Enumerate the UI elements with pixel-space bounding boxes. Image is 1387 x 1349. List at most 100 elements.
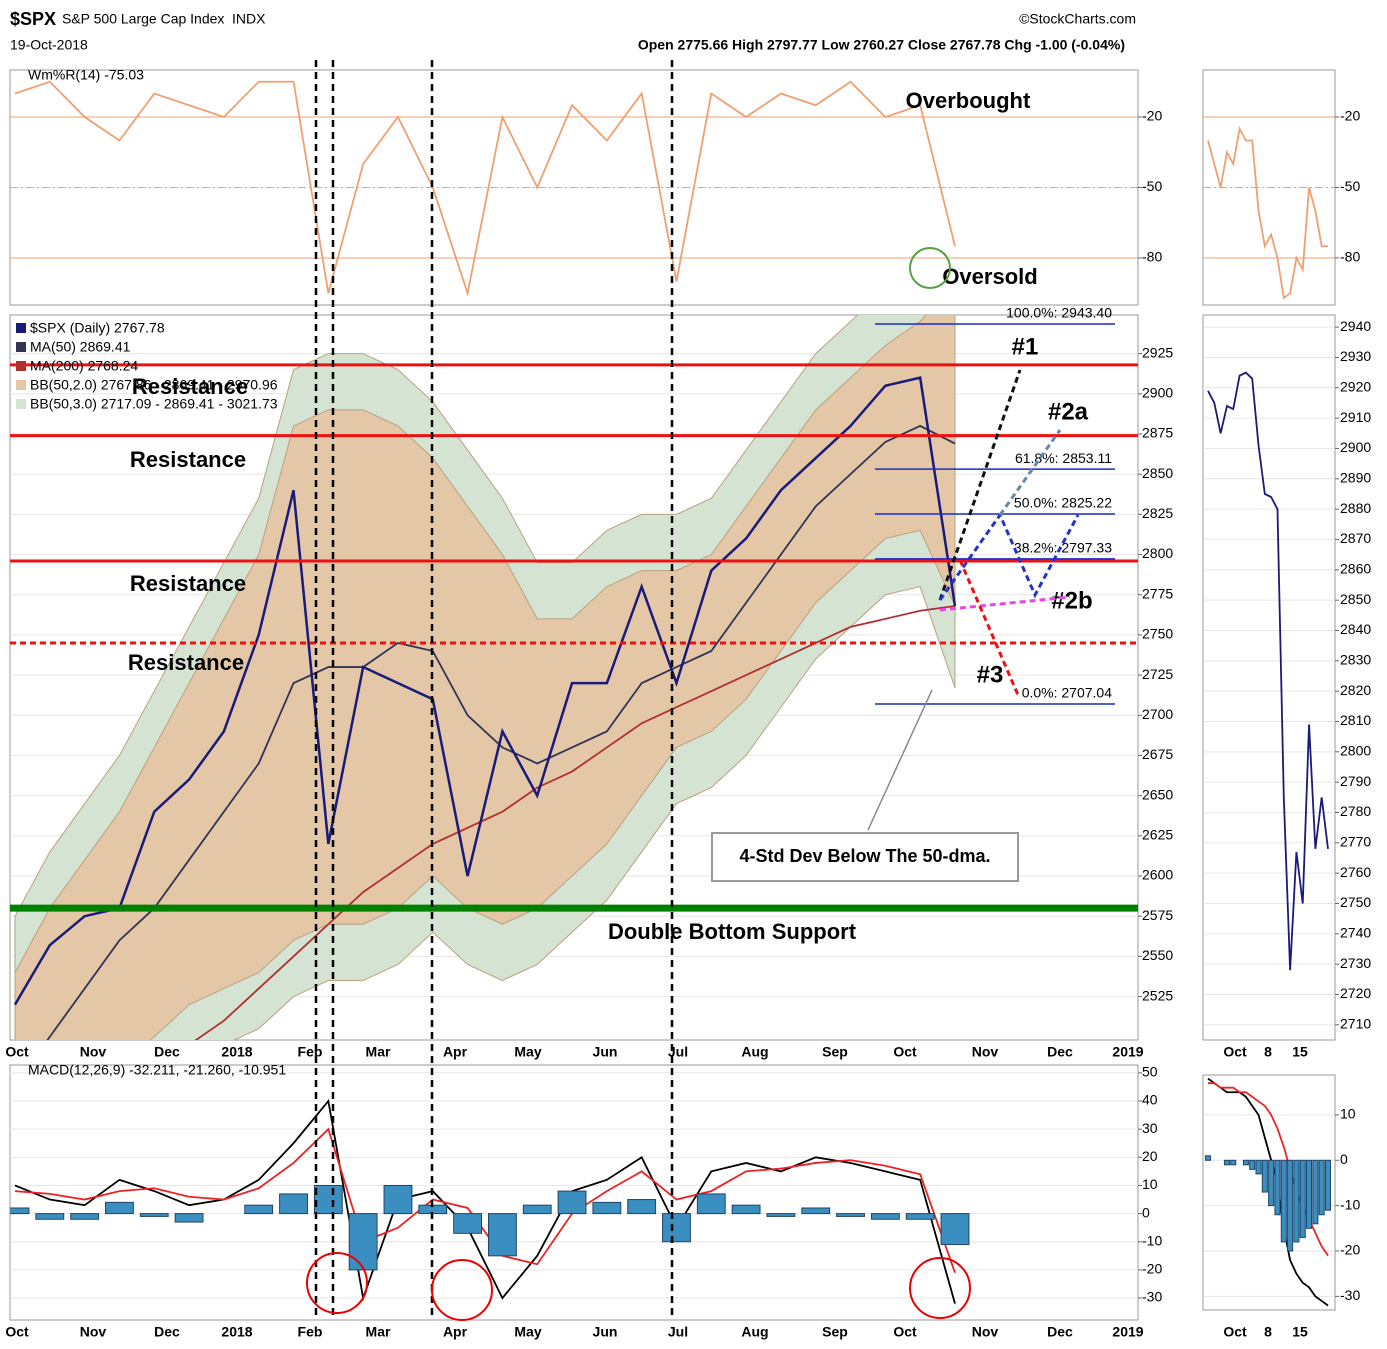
y-tick-label: -20	[1340, 1242, 1360, 1258]
annotation: Resistance	[130, 447, 246, 472]
x-tick-label: Oct	[5, 1324, 29, 1340]
fib-label: 38.2%: 2797.33	[1014, 540, 1112, 556]
y-tick-label: 2625	[1142, 827, 1173, 843]
histogram-bar	[522, 1204, 552, 1215]
annotation: Overbought	[906, 88, 1031, 113]
plot-area	[1203, 1077, 1335, 1307]
y-tick-label: 2550	[1142, 947, 1173, 963]
y-tick-label: 50	[1142, 1064, 1158, 1080]
y-tick-label: 2860	[1340, 561, 1371, 577]
y-tick-label: 2750	[1340, 894, 1371, 910]
y-tick-label: 2840	[1340, 621, 1371, 637]
y-tick-label: 2775	[1142, 585, 1173, 601]
histogram-bar	[1268, 1159, 1275, 1207]
symbol: $SPX	[10, 9, 56, 29]
y-tick-label: 2880	[1340, 500, 1371, 516]
x-tick-label: Jun	[593, 1044, 618, 1060]
legend: Wm%R(14) -75.03	[28, 67, 144, 83]
index-name: S&P 500 Large Cap Index	[62, 11, 224, 27]
y-tick-label: -50	[1142, 178, 1162, 194]
histogram-bar	[766, 1213, 796, 1217]
exchange: INDX	[232, 11, 266, 27]
fib-label: 61.8%: 2853.11	[1015, 450, 1112, 466]
plot-area	[1203, 326, 1335, 1026]
y-tick-label: -20	[1142, 108, 1162, 124]
legend: MA(200) 2768.24	[30, 358, 138, 374]
histogram-bar	[1293, 1159, 1300, 1243]
histogram-bar	[453, 1213, 483, 1234]
histogram-bar	[1318, 1159, 1325, 1216]
x-tick-label: May	[514, 1044, 541, 1060]
y-tick-label: 2650	[1142, 786, 1173, 802]
y-tick-label: -10	[1340, 1196, 1360, 1212]
series-line	[13, 376, 957, 1006]
y-tick-label: 30	[1142, 1120, 1158, 1136]
annotation: #2b	[1051, 587, 1092, 614]
x-tick-label: 8	[1264, 1044, 1272, 1060]
x-tick-label: Feb	[298, 1044, 323, 1060]
y-tick-label: 2925	[1142, 344, 1173, 360]
histogram-bar	[279, 1193, 308, 1215]
x-tick-label: Oct	[1223, 1324, 1247, 1340]
histogram-bar	[348, 1213, 378, 1271]
x-tick-label: 8	[1264, 1324, 1272, 1340]
x-tick-label: Oct	[893, 1324, 917, 1340]
series-line	[14, 1098, 956, 1304]
histogram-bar	[801, 1207, 831, 1215]
x-tick-label: Aug	[741, 1044, 768, 1060]
fib-label: 100.0%: 2943.40	[1006, 305, 1112, 321]
y-tick-label: 2920	[1340, 379, 1371, 395]
y-tick-label: 0	[1340, 1151, 1348, 1167]
source: ©StockCharts.com	[1019, 11, 1136, 27]
y-tick-label: 2770	[1340, 834, 1371, 850]
y-tick-label: 2780	[1340, 803, 1371, 819]
histogram-bar	[557, 1190, 587, 1215]
y-tick-label: 2810	[1340, 712, 1371, 728]
x-tick-label: Aug	[741, 1324, 768, 1340]
y-tick-label: 2825	[1142, 505, 1173, 521]
series-line	[14, 1127, 956, 1274]
histogram-bar	[383, 1184, 413, 1215]
x-tick-label: Mar	[366, 1324, 391, 1340]
y-tick-label: 2725	[1142, 666, 1173, 682]
x-tick-label: Nov	[972, 1324, 999, 1340]
y-tick-label: 10	[1142, 1176, 1158, 1192]
annotation: Resistance	[128, 650, 244, 675]
y-tick-label: 2730	[1340, 955, 1371, 971]
legend-swatch	[16, 380, 26, 390]
y-tick-label: 0	[1142, 1204, 1150, 1220]
legend: BB(50,3.0) 2717.09 - 2869.41 - 3021.73	[30, 396, 278, 412]
histogram-bar	[244, 1204, 274, 1215]
y-tick-label: 2790	[1340, 773, 1371, 789]
callout-box	[711, 832, 1019, 882]
plot-area	[1203, 116, 1335, 300]
plot-area	[10, 1072, 1138, 1304]
histogram-bar	[35, 1213, 65, 1220]
annotation: #2a	[1048, 398, 1089, 425]
y-tick-label: 2910	[1340, 409, 1371, 425]
fib-label: 50.0%: 2825.22	[1014, 495, 1112, 511]
y-tick-label: 2900	[1142, 384, 1173, 400]
y-tick-label: 2675	[1142, 746, 1173, 762]
x-tick-label: Apr	[443, 1044, 468, 1060]
x-tick-label: Jul	[668, 1324, 688, 1340]
histogram-bar	[174, 1213, 204, 1223]
x-tick-label: 15	[1292, 1324, 1308, 1340]
plot-area	[10, 80, 1138, 297]
histogram-bar	[905, 1213, 935, 1220]
y-tick-label: 2720	[1340, 985, 1371, 1001]
histogram-bar	[1274, 1159, 1281, 1216]
y-tick-label: 40	[1142, 1092, 1158, 1108]
annotation: Resistance	[130, 571, 246, 596]
panel	[1202, 314, 1336, 1041]
x-tick-label: Dec	[1047, 1324, 1073, 1340]
histogram-bar	[836, 1213, 865, 1217]
legend: MACD(12,26,9) -32.211, -21.260, -10.951	[28, 1062, 286, 1078]
date: 19-Oct-2018	[10, 37, 88, 53]
y-tick-label: -10	[1142, 1232, 1162, 1248]
x-tick-label: 15	[1292, 1044, 1308, 1060]
y-tick-label: 2875	[1142, 425, 1173, 441]
y-tick-label: 2575	[1142, 907, 1173, 923]
